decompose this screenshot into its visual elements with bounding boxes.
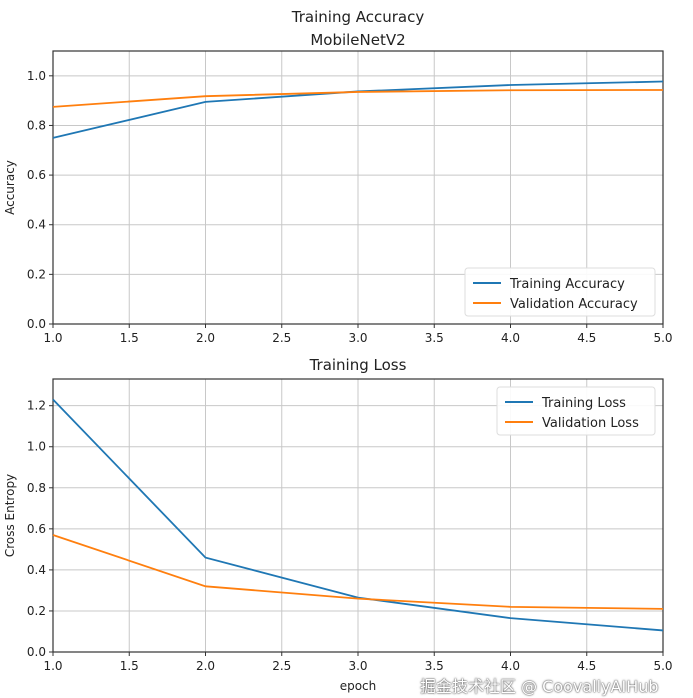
y-tick-label: 0.0 bbox=[27, 645, 46, 659]
y-tick-label: 0.4 bbox=[27, 218, 46, 232]
legend-label: Validation Loss bbox=[542, 416, 639, 431]
y-tick-label: 1.2 bbox=[27, 399, 46, 413]
series-line-validation-loss bbox=[52, 534, 664, 610]
x-tick-label: 2.5 bbox=[272, 659, 291, 673]
x-tick-label: 4.0 bbox=[501, 331, 520, 345]
x-tick-label: 1.0 bbox=[43, 331, 62, 345]
legend-box bbox=[464, 267, 656, 317]
y-tick-label: 0.4 bbox=[27, 563, 46, 577]
legend-label: Training Accuracy bbox=[509, 277, 625, 292]
y-tick-label: 0.6 bbox=[27, 168, 46, 182]
x-tick-label: 1.0 bbox=[43, 659, 62, 673]
y-tick-label: 0.0 bbox=[27, 317, 46, 331]
watermark: 掘金技术社区 @ CoovallyAIHub bbox=[420, 677, 659, 696]
x-tick-label: 3.0 bbox=[348, 331, 367, 345]
x-tick-label: 3.5 bbox=[425, 331, 444, 345]
y-tick-label: 0.2 bbox=[27, 267, 46, 281]
y-tick-label: 1.0 bbox=[27, 440, 46, 454]
y-tick-label: 0.8 bbox=[27, 481, 46, 495]
subplot-1: Training Accuracy MobileNetV2 1.0 1.5 2.0 2.5… bbox=[3, 8, 673, 345]
x-tick-label: 1.5 bbox=[120, 331, 139, 345]
x-tick-label: 1.5 bbox=[120, 659, 139, 673]
subplot-2: Training Loss 1.0 1.5 2.0 2.5 3.0 3.5 4.0 4.5 5.0… bbox=[3, 356, 673, 693]
axes-frame bbox=[52, 50, 664, 325]
series-line-training-loss bbox=[52, 398, 664, 632]
chart-title: MobileNetV2 bbox=[310, 31, 405, 49]
legend: Training Loss Validation Loss bbox=[496, 386, 656, 436]
x-tick-label: 5.0 bbox=[653, 331, 672, 345]
y-axis-label: Cross Entropy bbox=[3, 474, 17, 557]
x-axis-label: epoch bbox=[340, 679, 377, 693]
x-tick-label: 4.5 bbox=[577, 331, 596, 345]
x-tick-label: 3.0 bbox=[348, 659, 367, 673]
chart-title: Training Loss bbox=[309, 356, 407, 374]
legend: Training Accuracy Validation Accuracy bbox=[464, 267, 656, 317]
y-tick-label: 0.8 bbox=[27, 118, 46, 132]
x-tick-label: 2.0 bbox=[196, 331, 215, 345]
y-tick-label: 1.0 bbox=[27, 69, 46, 83]
y-tick-label: 0.2 bbox=[27, 604, 46, 618]
x-tick-label: 3.5 bbox=[425, 659, 444, 673]
chart-title: Training Accuracy bbox=[291, 8, 425, 26]
x-tick-label: 2.0 bbox=[196, 659, 215, 673]
axes-frame bbox=[52, 378, 664, 653]
series-line-validation-accuracy bbox=[52, 89, 664, 108]
x-tick-label: 5.0 bbox=[653, 659, 672, 673]
legend-label: Validation Accuracy bbox=[510, 297, 638, 312]
legend-label: Training Loss bbox=[541, 396, 626, 411]
x-tick-label: 2.5 bbox=[272, 331, 291, 345]
x-tick-label: 4.0 bbox=[501, 659, 520, 673]
x-tick-label: 4.5 bbox=[577, 659, 596, 673]
y-axis-label: Accuracy bbox=[3, 160, 17, 215]
legend-box bbox=[496, 386, 656, 436]
y-tick-label: 0.6 bbox=[27, 522, 46, 536]
